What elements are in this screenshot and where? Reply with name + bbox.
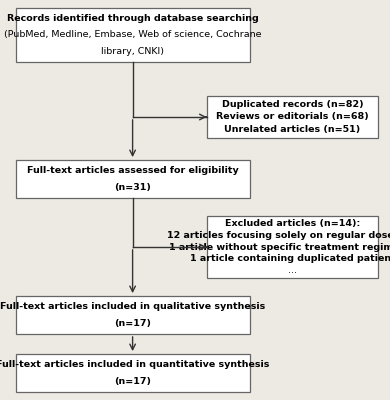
Text: (PubMed, Medline, Embase, Web of science, Cochrane: (PubMed, Medline, Embase, Web of science…: [4, 30, 261, 40]
Text: (n=17): (n=17): [114, 377, 151, 386]
Text: Full-text articles included in qualitative synthesis: Full-text articles included in qualitati…: [0, 302, 265, 311]
FancyBboxPatch shape: [207, 96, 378, 138]
Text: 12 articles focusing solely on regular dose RTX: 12 articles focusing solely on regular d…: [167, 231, 390, 240]
Text: Excluded articles (n=14):: Excluded articles (n=14):: [225, 219, 360, 228]
Text: 1 article containing duplicated patient: 1 article containing duplicated patient: [190, 254, 390, 263]
FancyBboxPatch shape: [16, 296, 250, 334]
Text: Duplicated records (n=82): Duplicated records (n=82): [222, 100, 363, 109]
Text: 1 article without specific treatment regimens.: 1 article without specific treatment reg…: [169, 242, 390, 252]
Text: Full-text articles included in quantitative synthesis: Full-text articles included in quantitat…: [0, 360, 269, 369]
Text: Full-text articles assessed for eligibility: Full-text articles assessed for eligibil…: [27, 166, 238, 175]
Text: Records identified through database searching: Records identified through database sear…: [7, 14, 259, 23]
Text: library, CNKI): library, CNKI): [101, 47, 164, 56]
Text: (n=17): (n=17): [114, 319, 151, 328]
FancyBboxPatch shape: [207, 216, 378, 278]
FancyBboxPatch shape: [16, 160, 250, 198]
Text: ...: ...: [288, 266, 297, 275]
Text: Reviews or editorials (n=68): Reviews or editorials (n=68): [216, 112, 369, 122]
Text: (n=31): (n=31): [114, 183, 151, 192]
FancyBboxPatch shape: [16, 8, 250, 62]
FancyBboxPatch shape: [16, 354, 250, 392]
Text: Unrelated articles (n=51): Unrelated articles (n=51): [224, 125, 361, 134]
